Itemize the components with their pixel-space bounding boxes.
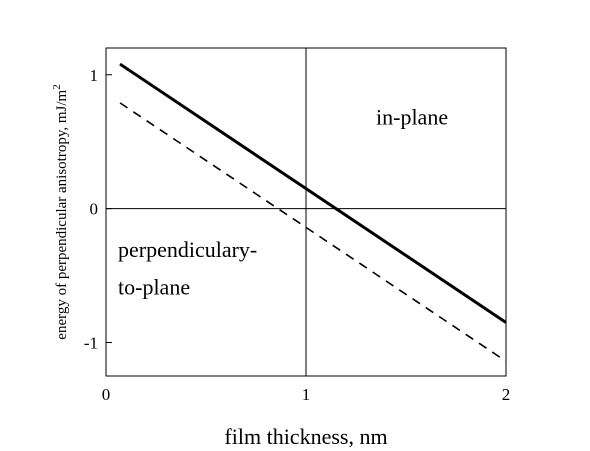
y-tick-label: 0 xyxy=(90,200,99,219)
series-layer xyxy=(119,62,507,362)
region-annotation: in-plane xyxy=(376,104,448,129)
solid-series-line xyxy=(119,62,507,324)
y-axis-label-main: energy of perpendicular anisotropy, mJ/m xyxy=(54,89,70,339)
annotations-layer: in-plane perpendiculary-to-plane xyxy=(118,104,448,299)
reference-lines xyxy=(106,48,506,376)
y-tick-label: -1 xyxy=(84,334,98,353)
x-tick-label: 2 xyxy=(502,385,511,404)
y-axis-label: energy of perpendicular anisotropy, mJ/m… xyxy=(51,84,70,339)
region-annotation: to-plane xyxy=(118,274,190,299)
ticks-layer: 0 1 2 1 0 -1 xyxy=(84,66,510,404)
region-annotation: perpendiculary- xyxy=(118,237,257,262)
y-tick-label: 1 xyxy=(90,66,99,85)
x-tick-label: 1 xyxy=(302,385,311,404)
dashed-series-line xyxy=(119,102,507,362)
x-tick-label: 0 xyxy=(102,385,111,404)
y-axis-label-superscript: 2 xyxy=(51,84,63,90)
x-axis-label: film thickness, nm xyxy=(224,424,387,449)
